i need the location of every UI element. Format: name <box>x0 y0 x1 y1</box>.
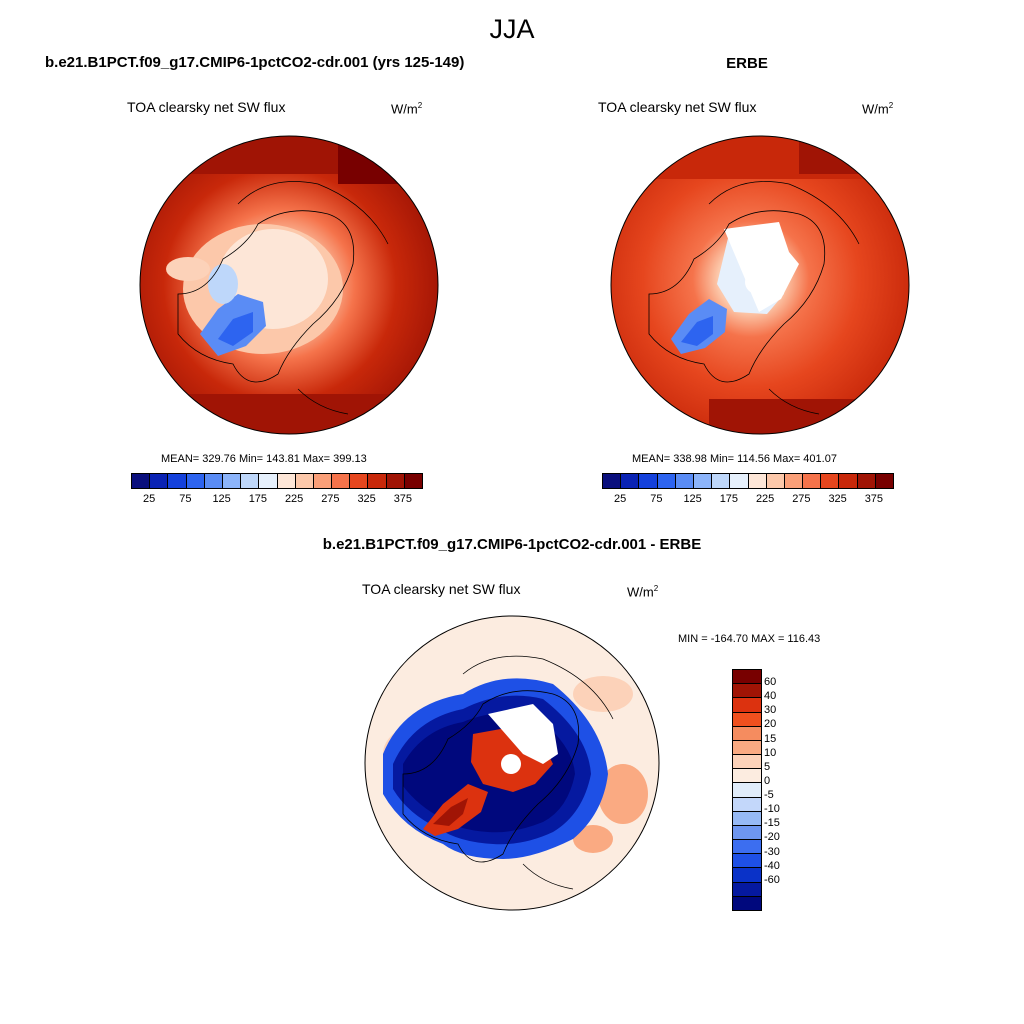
colorbar-tick-label: 10 <box>764 746 777 759</box>
colorbar-cell <box>839 474 858 488</box>
colorbar-tick-label: 25 <box>614 493 627 505</box>
colorbar-cell <box>733 712 761 727</box>
diff-stats: MIN = -164.70 MAX = 116.43 <box>678 633 821 645</box>
colorbar-cell <box>733 769 761 784</box>
colorbar-cell <box>675 474 694 488</box>
colorbar-tick-label: -60 <box>764 873 780 886</box>
colorbar-tick-label: 30 <box>764 704 777 717</box>
obs-polar-map <box>610 135 910 435</box>
colorbar-cell <box>150 474 169 488</box>
colorbar-tick-label: 175 <box>719 493 739 505</box>
colorbar-cell <box>857 474 876 488</box>
obs-title: ERBE <box>726 55 768 72</box>
colorbar-tick-label: 40 <box>764 690 777 703</box>
colorbar-tick-label: -15 <box>764 817 780 830</box>
colorbar-cell <box>639 474 658 488</box>
diff-variable-label: TOA clearsky net SW flux <box>362 581 521 597</box>
colorbar-tick-label: 125 <box>212 493 231 505</box>
colorbar-tick-label: 60 <box>764 676 777 689</box>
colorbar-cell <box>733 684 761 699</box>
colorbar-cell <box>733 670 761 685</box>
colorbar-cell <box>603 474 622 488</box>
colorbar-cell <box>733 740 761 756</box>
colorbar-cell <box>712 474 731 488</box>
colorbar-cell <box>730 474 749 488</box>
colorbar-cell <box>657 474 676 488</box>
colorbar-cell <box>733 755 761 770</box>
colorbar-tick-label: -10 <box>764 803 780 816</box>
colorbar-cell <box>168 474 187 488</box>
colorbar-tick-label: 325 <box>828 493 847 505</box>
diff-units-label: W/m2 <box>627 584 659 600</box>
colorbar-tick-label: 275 <box>792 493 811 505</box>
obs-stats: MEAN= 338.98 Min= 114.56 Max= 401.07 <box>632 453 837 465</box>
colorbar-cell <box>748 474 767 488</box>
colorbar-tick-label: 15 <box>764 732 777 745</box>
colorbar-tick-label: 225 <box>755 493 775 505</box>
model-variable-label: TOA clearsky net SW flux <box>127 99 286 115</box>
model-units-label: W/m2 <box>391 101 423 117</box>
colorbar-cell <box>766 474 785 488</box>
colorbar-cell <box>222 474 242 488</box>
obs-units-label: W/m2 <box>862 101 894 117</box>
colorbar-tick-label: 175 <box>248 493 268 505</box>
model-colorbar <box>131 473 423 489</box>
colorbar-tick-label: 225 <box>284 493 304 505</box>
colorbar-cell <box>784 474 804 488</box>
colorbar-cell <box>733 825 761 841</box>
colorbar-cell <box>277 474 296 488</box>
colorbar-cell <box>295 474 314 488</box>
colorbar-tick-label: 25 <box>143 493 156 505</box>
colorbar-cell <box>332 474 351 488</box>
colorbar-tick-label: 75 <box>650 493 663 505</box>
colorbar-tick-label: -30 <box>764 845 780 858</box>
colorbar-cell <box>241 474 260 488</box>
colorbar-cell <box>733 840 761 855</box>
colorbar-cell <box>204 474 223 488</box>
colorbar-cell <box>386 474 405 488</box>
colorbar-cell <box>186 474 205 488</box>
obs-variable-label: TOA clearsky net SW flux <box>598 99 757 115</box>
colorbar-tick-label: 20 <box>764 718 777 731</box>
model-case-title: b.e21.B1PCT.f09_g17.CMIP6-1pctCO2-cdr.00… <box>45 54 465 71</box>
colorbar-cell <box>404 474 422 488</box>
model-polar-map <box>139 135 439 435</box>
colorbar-tick-label: -20 <box>764 831 780 844</box>
colorbar-cell <box>733 783 761 798</box>
colorbar-cell <box>803 474 822 488</box>
colorbar-cell <box>259 474 278 488</box>
diff-title: b.e21.B1PCT.f09_g17.CMIP6-1pctCO2-cdr.00… <box>322 536 702 553</box>
colorbar-tick-label: 125 <box>683 493 702 505</box>
colorbar-cell <box>875 474 893 488</box>
colorbar-cell <box>733 868 761 883</box>
colorbar-cell <box>733 698 761 713</box>
colorbar-cell <box>733 882 761 897</box>
colorbar-cell <box>733 896 761 910</box>
colorbar-tick-label: 75 <box>179 493 192 505</box>
colorbar-cell <box>350 474 369 488</box>
colorbar-cell <box>621 474 640 488</box>
colorbar-tick-label: 5 <box>764 760 771 773</box>
colorbar-cell <box>132 474 151 488</box>
season-title: JJA <box>489 14 535 44</box>
colorbar-tick-label: 375 <box>864 493 884 505</box>
colorbar-cell <box>733 797 761 812</box>
colorbar-cell <box>733 811 761 826</box>
colorbar-tick-label: 0 <box>764 774 771 787</box>
colorbar-cell <box>368 474 387 488</box>
colorbar-cell <box>693 474 713 488</box>
colorbar-tick-label: -5 <box>764 789 774 802</box>
colorbar-cell <box>733 726 761 741</box>
model-stats: MEAN= 329.76 Min= 143.81 Max= 399.13 <box>161 453 367 465</box>
diff-polar-map <box>364 615 660 911</box>
colorbar-cell <box>313 474 333 488</box>
diff-colorbar <box>732 669 762 911</box>
colorbar-cell <box>733 854 761 869</box>
colorbar-tick-label: -40 <box>764 859 780 872</box>
colorbar-cell <box>821 474 840 488</box>
colorbar-tick-label: 325 <box>357 493 376 505</box>
obs-colorbar <box>602 473 894 489</box>
colorbar-tick-label: 375 <box>393 493 413 505</box>
colorbar-tick-label: 275 <box>321 493 340 505</box>
